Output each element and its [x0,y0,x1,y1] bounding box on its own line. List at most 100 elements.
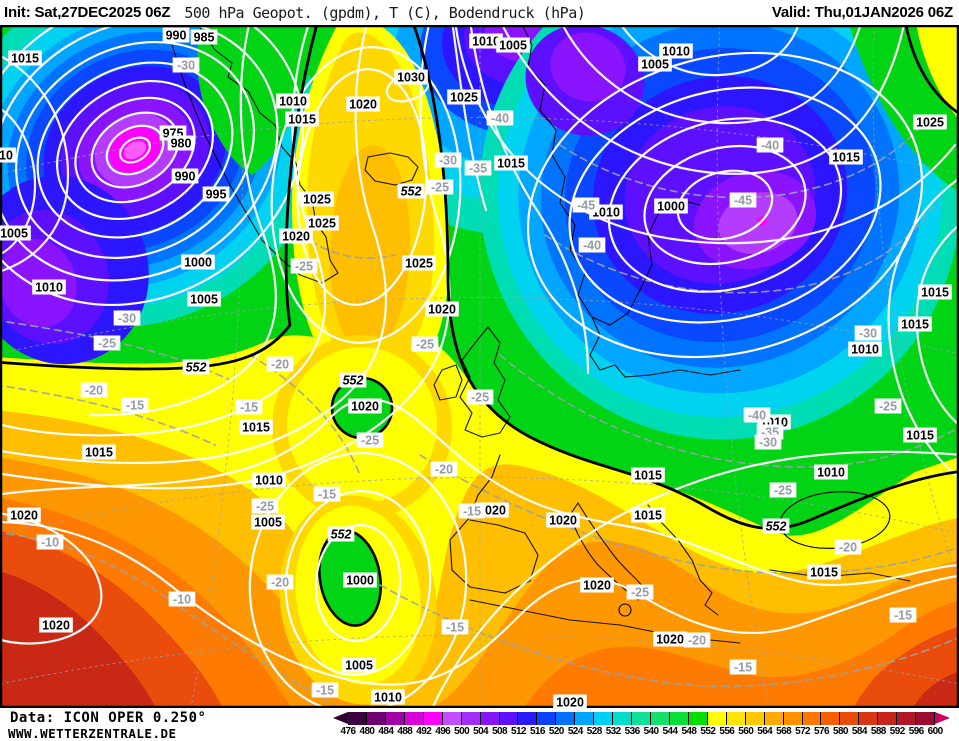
svg-text:-25: -25 [879,400,897,414]
svg-text:1000: 1000 [346,574,374,588]
map-label: 1005 [251,514,285,530]
colorbar-tick-label: 508 [492,726,507,737]
map-label: -15 [441,619,469,635]
map-label: 1000 [654,198,688,214]
svg-text:-25: -25 [361,434,379,448]
svg-text:1015: 1015 [810,566,838,580]
svg-text:-15: -15 [316,684,334,698]
svg-text:1015: 1015 [906,429,934,443]
map-label: 1020 [7,507,41,523]
map-label: 1020 [546,512,580,528]
colorbar-tick-label: 484 [378,726,394,737]
svg-text:-20: -20 [85,384,103,398]
svg-text:-10: -10 [173,593,191,607]
colorbar-tick-label: 600 [927,726,943,737]
svg-text:-30: -30 [439,154,457,168]
svg-text:1025: 1025 [450,91,478,105]
map-label: 1000 [181,254,215,270]
colorbar-tick-label: 544 [662,726,678,737]
map-label: -20 [266,574,294,590]
svg-text:552: 552 [331,528,352,542]
colorbar-swatch [385,712,405,725]
colorbar-tick-label: 592 [889,726,905,737]
colorbar-right-arrow [935,712,951,724]
colorbar-swatch [859,712,879,725]
svg-text:1020: 1020 [583,579,611,593]
colorbar-tick-label: 564 [757,726,773,737]
svg-text:1000: 1000 [184,256,212,270]
map-label: 1030 [394,69,428,85]
colorbar-tick-label: 516 [529,726,545,737]
colorbar-swatch [518,712,538,725]
colorbar-swatch [840,712,860,725]
map-label: -25 [874,398,902,414]
colorbar-swatch [802,712,822,725]
map-label: -30 [172,57,200,73]
svg-text:1005: 1005 [190,293,218,307]
svg-text:10: 10 [0,149,13,163]
map-label: -40 [756,137,784,153]
colorbar-swatch [669,712,689,725]
map-label: -25 [93,335,121,351]
map-label: 1015 [8,50,42,66]
colorbar-swatch [613,712,633,725]
svg-text:1015: 1015 [288,113,316,127]
colorbar-tick-label: 532 [605,726,621,737]
map-label: 552 [397,183,425,199]
svg-text:1010: 1010 [472,35,500,49]
svg-text:1015: 1015 [242,421,270,435]
svg-text:-20: -20 [435,463,453,477]
colorbar-swatch [821,712,841,725]
svg-text:990: 990 [166,29,187,43]
svg-text:1015: 1015 [11,52,39,66]
svg-text:1020: 1020 [656,633,684,647]
svg-text:1015: 1015 [634,509,662,523]
map-label: 1015 [631,507,665,523]
map-label: -15 [458,503,486,519]
colorbar-tick-label: 552 [700,726,716,737]
map-label: 1025 [305,215,339,231]
map-label: 1010 [469,33,503,49]
colorbar-swatch [366,712,386,725]
svg-text:1020: 1020 [428,303,456,317]
map-label: -25 [411,336,439,352]
svg-text:1005: 1005 [0,227,28,241]
map-label: 1015 [285,111,319,127]
colorbar-swatch [537,712,557,725]
svg-text:1020: 1020 [42,619,70,633]
colorbar-swatch [404,712,424,725]
svg-text:-20: -20 [271,576,289,590]
map-label: -45 [572,197,600,213]
map-label: 1015 [903,427,937,443]
colorbar-swatch [480,712,500,725]
map-label: 552 [327,526,355,542]
map-label: 1015 [898,316,932,332]
title-bar: Init: Sat,27DEC2025 06Z 500 hPa Geopot. … [0,0,959,25]
map-label: 1020 [348,398,382,414]
map-label: -15 [729,659,757,675]
svg-text:1030: 1030 [397,71,425,85]
map-label: -25 [466,389,494,405]
map-label: 1015 [829,149,863,165]
colorbar-tick-label: 536 [624,726,640,737]
svg-text:1005: 1005 [254,516,282,530]
svg-text:1015: 1015 [832,151,860,165]
map-label: -25 [251,498,279,514]
map-label: -10 [168,591,196,607]
svg-text:-30: -30 [177,59,195,73]
colorbar-swatch [707,712,727,725]
map-label: 1005 [638,56,672,72]
colorbar-left-arrow [333,712,348,724]
map-label: 1005 [342,657,376,673]
colorbar-tick-label: 596 [908,726,924,737]
map-label: -25 [356,432,384,448]
map-label: 552 [182,359,210,375]
map-label: 1005 [496,37,530,53]
colorbar-swatch [556,712,576,725]
colorbar-swatch [878,712,898,725]
colorbar-swatch [726,712,746,725]
svg-text:-25: -25 [416,338,434,352]
map-label: -25 [290,258,318,274]
colorbar-tick-label: 548 [681,726,697,737]
